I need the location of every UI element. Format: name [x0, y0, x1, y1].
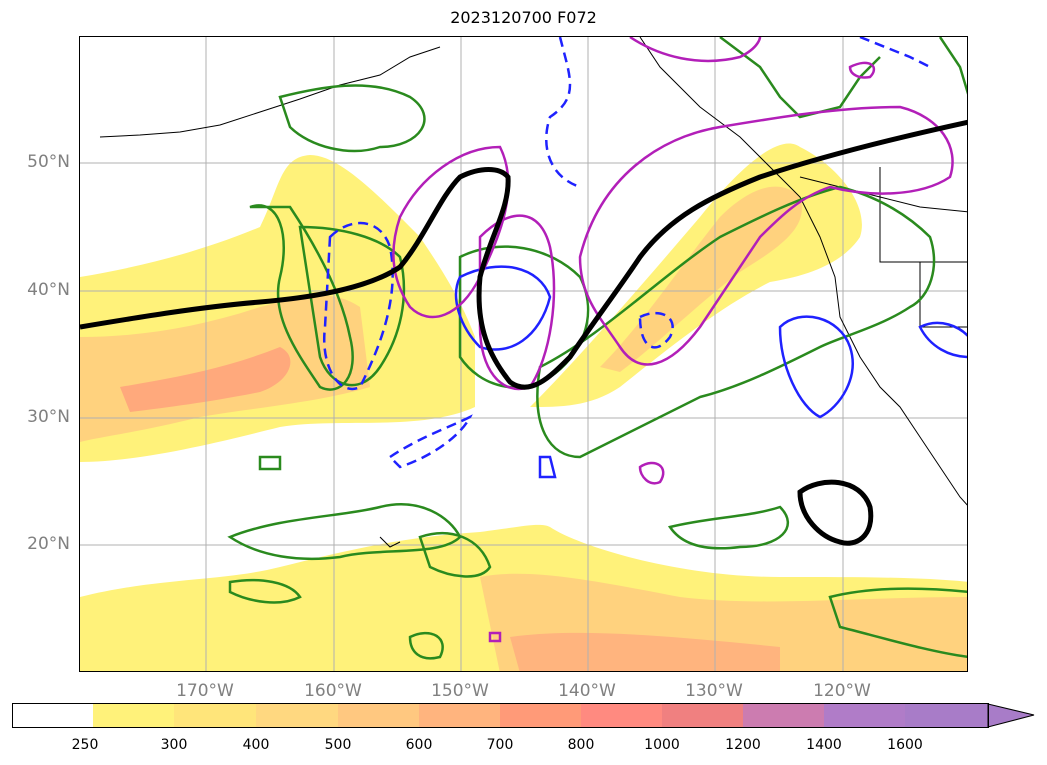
colorbar-segment	[500, 704, 581, 728]
colorbar-tick-500: 500	[324, 737, 352, 753]
colorbar-tick-800: 800	[567, 737, 595, 753]
colorbar-tick-1600: 1600	[887, 737, 923, 753]
lon-label-130w: 130°W	[685, 681, 743, 701]
colorbar-segment	[338, 704, 419, 728]
colorbar-segment	[581, 704, 662, 728]
blue-contours	[322, 37, 967, 479]
black-contours	[80, 119, 967, 546]
ivt-shading	[80, 143, 967, 671]
lon-label-160w: 160°W	[304, 681, 362, 701]
map-panel	[79, 36, 968, 672]
colorbar-tick-1400: 1400	[806, 737, 842, 753]
colorbar-segment	[174, 704, 256, 728]
map-title: 2023120700 F072	[450, 8, 597, 27]
colorbar-segment	[93, 704, 174, 728]
colorbar-tick-1200: 1200	[725, 737, 761, 753]
ivt-band-south-max	[510, 632, 780, 671]
colorbar-tick-300: 300	[160, 737, 188, 753]
colorbar-tick-400: 400	[242, 737, 270, 753]
ivt-band-north-max	[120, 347, 291, 412]
map-svg	[80, 37, 967, 671]
colorbar-tick-700: 700	[486, 737, 514, 753]
colorbar-outline	[12, 703, 989, 728]
colorbar-segment	[662, 704, 743, 728]
colorbar	[12, 703, 1035, 728]
lat-label-50: 50°N	[27, 152, 70, 172]
lon-label-120w: 120°W	[813, 681, 871, 701]
colorbar-segment	[824, 704, 905, 728]
colorbar-tick-250: 250	[71, 737, 99, 753]
lat-label-20: 20°N	[27, 534, 70, 554]
colorbar-tick-1000: 1000	[644, 737, 680, 753]
colorbar-segment	[256, 704, 338, 728]
colorbar-segments	[12, 704, 988, 728]
colorbar-tick-600: 600	[405, 737, 433, 753]
lon-label-150w: 150°W	[431, 681, 489, 701]
colorbar-extend-arrow	[987, 703, 1035, 728]
lon-label-140w: 140°W	[558, 681, 616, 701]
coastlines	[99, 37, 967, 548]
lat-label-30: 30°N	[27, 407, 70, 427]
colorbar-segment	[743, 704, 824, 728]
colorbar-segment	[419, 704, 500, 728]
ivt-band-jet-core	[600, 186, 802, 372]
lat-label-40: 40°N	[27, 280, 70, 300]
colorbar-segment	[905, 704, 988, 728]
lon-label-170w: 170°W	[176, 681, 234, 701]
colorbar-segment	[12, 704, 93, 728]
graticule	[80, 37, 967, 671]
